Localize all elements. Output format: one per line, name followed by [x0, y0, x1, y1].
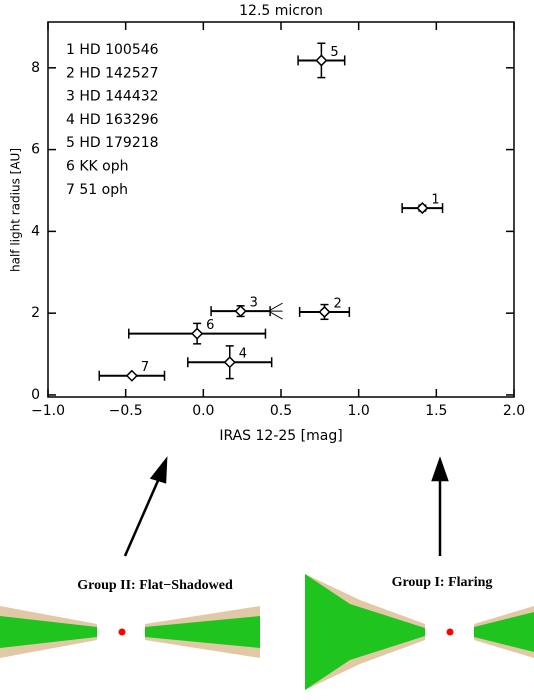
y-axis-label: half light radius [AU]	[9, 148, 23, 272]
point-label: 5	[330, 45, 338, 60]
point	[191, 327, 204, 340]
arrow-head	[431, 456, 449, 482]
x-tick-label: 1.0	[348, 403, 370, 419]
disk-flat	[0, 606, 260, 658]
point	[318, 305, 331, 319]
point-label: 4	[239, 347, 247, 362]
legend-entry: 3 HD 144432	[66, 89, 159, 105]
x-tick-label: 1.5	[425, 403, 447, 419]
x-tick-label: −1.0	[31, 403, 65, 419]
legend-entry: 7 51 oph	[66, 182, 128, 198]
y-tick-label: 0	[31, 387, 40, 403]
arrows	[123, 456, 449, 557]
x-axis-label: IRAS 12-25 [mag]	[219, 428, 342, 444]
point	[223, 356, 236, 369]
x-tick-label: 0.5	[270, 403, 292, 419]
limit-arrow	[267, 302, 283, 320]
point-label: 6	[206, 318, 214, 333]
point-label: 2	[333, 296, 341, 311]
arrow	[123, 475, 162, 557]
y-tick-label: 2	[31, 305, 40, 321]
disk-flaring	[305, 574, 534, 690]
y-tick-label: 4	[31, 223, 40, 239]
point-label: 7	[141, 360, 149, 375]
point	[315, 54, 328, 67]
y-tick-label: 6	[31, 142, 40, 158]
x-tick-label: 2.0	[503, 403, 525, 419]
y-tick-label: 8	[31, 60, 40, 76]
point	[234, 305, 247, 318]
legend-entry: 1 HD 100546	[66, 42, 159, 58]
legend-entry: 5 HD 179218	[66, 135, 159, 151]
x-tick-label: 0.0	[192, 403, 214, 419]
group-label: Group II: Flat−Shadowed	[77, 578, 233, 593]
group-label: Group I: Flaring	[392, 575, 493, 590]
point	[416, 202, 429, 215]
point	[125, 369, 138, 382]
plot: −1.0 −0.5 0.0 0.5 1.0 1.5 2.0 0 2 4 6 8 1 HD 100546 2…	[31, 22, 525, 419]
legend-entry: 6 KK oph	[66, 159, 129, 175]
chart-title: 12.5 micron	[239, 3, 323, 19]
legend-entry: 2 HD 142527	[66, 65, 159, 81]
x-tick-label: −0.5	[109, 403, 143, 419]
arrow-head	[149, 456, 168, 484]
legend-entry: 4 HD 163296	[66, 112, 159, 128]
point-label: 1	[431, 193, 439, 208]
point-label: 3	[250, 296, 258, 311]
